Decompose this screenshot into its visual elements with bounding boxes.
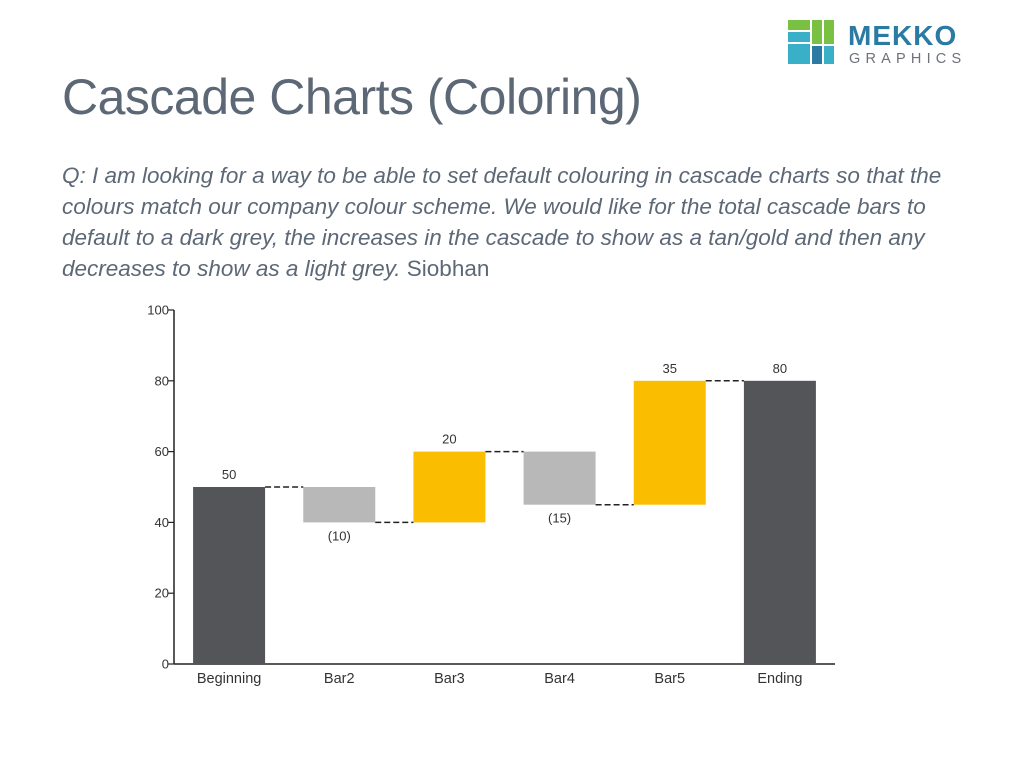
- bar-bar4: [523, 451, 596, 505]
- y-tick-label: 100: [147, 303, 169, 318]
- logo-tile: [824, 20, 834, 44]
- bar-bar2: [303, 487, 376, 523]
- bar-bar5: [633, 380, 706, 505]
- logo-tile: [788, 32, 810, 42]
- page-title: Cascade Charts (Coloring): [62, 69, 642, 125]
- x-tick-label: Bar3: [434, 671, 465, 687]
- y-tick-label: 80: [155, 373, 169, 388]
- logo-tile: [788, 44, 810, 64]
- label-layer: 50 Beginning (10) Bar2 20 Bar3 (15) Bar4 35 Bar5 8…: [197, 361, 803, 687]
- y-tick-label: 20: [155, 586, 169, 601]
- data-label: 80: [773, 361, 787, 376]
- mekko-graphics-logo: MEKKO GRAPHICS: [788, 20, 966, 66]
- connector-layer: [265, 380, 744, 524]
- logo-tile: [812, 46, 822, 64]
- x-tick-label: Bar4: [544, 671, 575, 687]
- question-body: Q: I am looking for a way to be able to …: [62, 163, 942, 281]
- x-tick-label: Bar2: [324, 671, 355, 687]
- logo-brand-top: MEKKO: [848, 20, 957, 51]
- bar-beginning: [193, 487, 266, 664]
- logo-tile: [812, 20, 822, 44]
- y-tick-label: 40: [155, 515, 169, 530]
- data-label: 35: [663, 361, 677, 376]
- axis-layer: 0 20 40 60 80 100: [147, 303, 835, 672]
- bar-layer: [193, 380, 816, 664]
- data-label: 20: [442, 432, 456, 447]
- data-label: 50: [222, 467, 236, 482]
- x-tick-label: Ending: [757, 671, 802, 687]
- logo-tile: [824, 46, 834, 64]
- bar-ending: [743, 380, 816, 664]
- logo-tile: [788, 20, 810, 30]
- x-tick-label: Bar5: [654, 671, 685, 687]
- y-tick-label: 0: [162, 657, 169, 672]
- cascade-chart: 0 20 40 60 80 100 50 Beginning (10) Bar2 20 Bar3 (1…: [147, 303, 835, 687]
- logo-brand-bottom: GRAPHICS: [849, 51, 966, 66]
- y-tick-label: 60: [155, 444, 169, 459]
- question-text: Q: I am looking for a way to be able to …: [62, 160, 962, 284]
- data-label: (10): [328, 528, 351, 543]
- bar-bar3: [413, 451, 486, 523]
- data-label: (15): [548, 511, 571, 526]
- x-tick-label: Beginning: [197, 671, 262, 687]
- question-author: Siobhan: [406, 256, 490, 281]
